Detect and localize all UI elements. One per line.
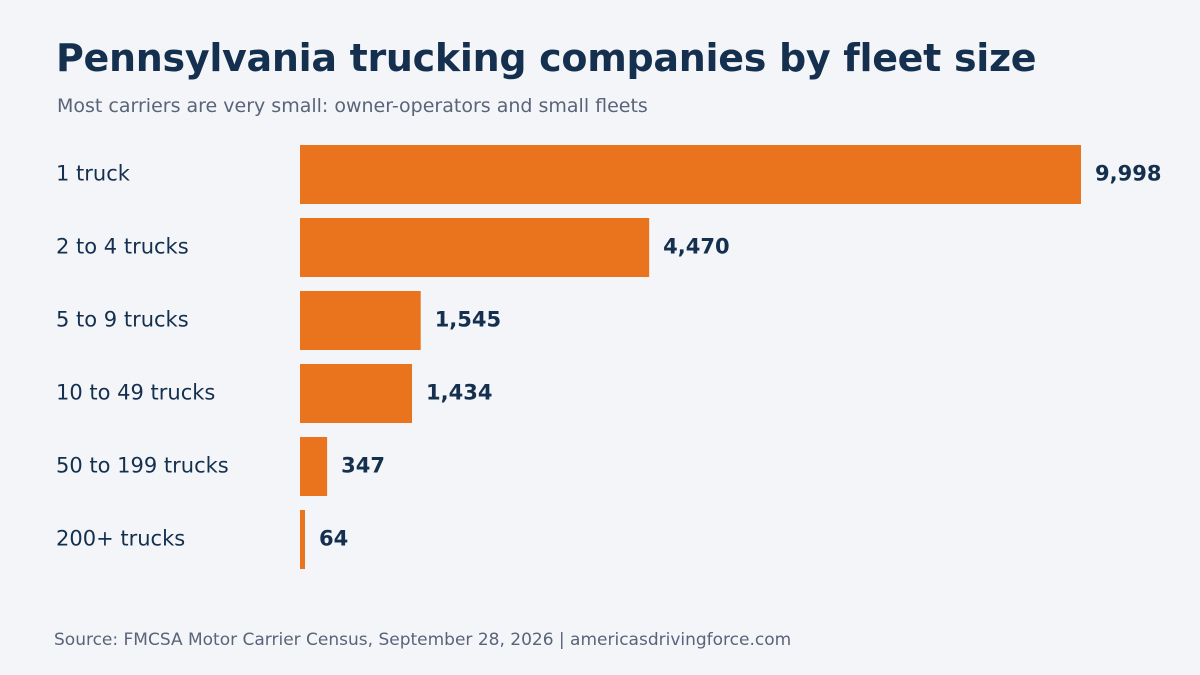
chart-title: Pennsylvania trucking companies by fleet… bbox=[56, 36, 1037, 80]
category-label: 1 truck bbox=[56, 162, 131, 186]
bar bbox=[300, 218, 650, 277]
category-label: 50 to 199 trucks bbox=[56, 454, 229, 478]
value-label: 1,545 bbox=[435, 308, 501, 332]
source-note: Source: FMCSA Motor Carrier Census, Sept… bbox=[54, 630, 792, 650]
category-label: 200+ trucks bbox=[56, 527, 185, 551]
category-label: 10 to 49 trucks bbox=[56, 381, 215, 405]
value-label: 9,998 bbox=[1095, 162, 1161, 186]
bar bbox=[300, 437, 328, 496]
value-label: 1,434 bbox=[426, 381, 492, 405]
value-label: 64 bbox=[319, 527, 348, 551]
value-label: 4,470 bbox=[663, 235, 729, 259]
category-label: 2 to 4 trucks bbox=[56, 235, 189, 259]
bar bbox=[300, 145, 1081, 204]
chart-subtitle: Most carriers are very small: owner-oper… bbox=[57, 95, 648, 117]
bar bbox=[300, 510, 305, 569]
value-label: 347 bbox=[341, 454, 385, 478]
bar bbox=[300, 364, 413, 423]
category-label: 5 to 9 trucks bbox=[56, 308, 189, 332]
bar bbox=[300, 291, 421, 350]
